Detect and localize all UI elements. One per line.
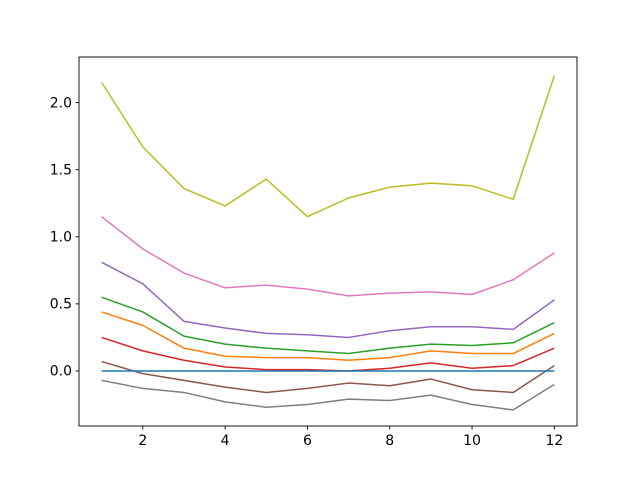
series-line-brown bbox=[101, 360, 555, 394]
series-line-purple bbox=[101, 261, 555, 339]
y-axis-tick-label: 0.0 bbox=[50, 364, 72, 380]
axes-frame bbox=[78, 56, 578, 427]
series-line-gray bbox=[101, 379, 555, 411]
y-axis-tick-label: 1.0 bbox=[50, 230, 72, 246]
series-line-green bbox=[101, 296, 555, 355]
x-axis-tick-label: 10 bbox=[463, 433, 481, 449]
series-line-olive bbox=[101, 75, 556, 218]
y-axis-tick-label: 0.5 bbox=[50, 297, 72, 313]
x-axis-tick-label: 8 bbox=[385, 433, 394, 449]
x-axis-tick-label: 6 bbox=[303, 433, 312, 449]
y-axis-tick-label: 1.5 bbox=[50, 162, 72, 178]
series-line-orange bbox=[101, 311, 555, 361]
series-line-pink bbox=[101, 216, 555, 297]
x-axis-tick-label: 2 bbox=[138, 433, 147, 449]
y-axis-tick-label: 2.0 bbox=[50, 95, 72, 111]
x-axis-tick-label: 4 bbox=[221, 433, 230, 449]
x-axis-tick-label: 12 bbox=[545, 433, 563, 449]
